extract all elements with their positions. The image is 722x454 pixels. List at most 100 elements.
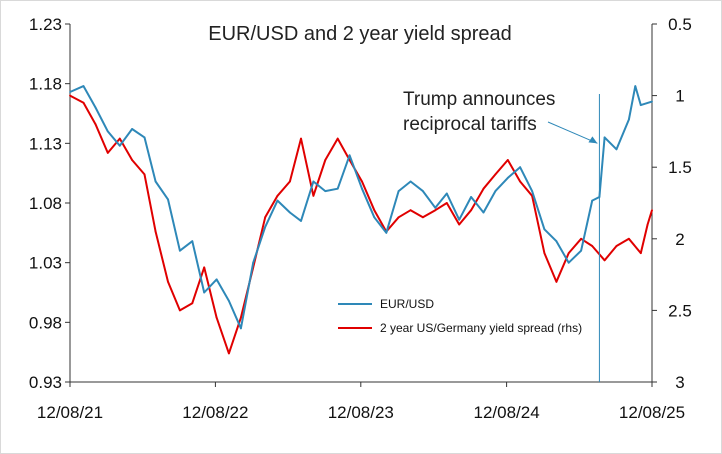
data-point bbox=[603, 259, 606, 262]
x-tick-label: 12/08/25 bbox=[619, 403, 685, 422]
data-point bbox=[445, 192, 448, 195]
series-points-1 bbox=[69, 94, 653, 355]
y-right-tick-label: 1 bbox=[675, 87, 684, 106]
data-point bbox=[555, 240, 558, 243]
data-point bbox=[118, 144, 121, 147]
data-point bbox=[470, 196, 472, 198]
data-point bbox=[312, 194, 315, 197]
data-point bbox=[118, 137, 121, 140]
y-left-tick-label: 0.98 bbox=[29, 313, 62, 332]
data-point bbox=[628, 118, 630, 121]
annotation-text: reciprocal tariffs bbox=[403, 114, 537, 135]
data-point bbox=[252, 261, 255, 264]
data-point bbox=[94, 123, 97, 126]
data-point bbox=[69, 91, 71, 93]
data-point bbox=[555, 280, 558, 283]
data-point bbox=[397, 190, 400, 193]
data-point bbox=[106, 130, 109, 133]
data-point bbox=[276, 199, 279, 202]
y-right-tick-label: 2.5 bbox=[668, 301, 692, 320]
data-point bbox=[228, 300, 230, 302]
data-point bbox=[434, 206, 437, 209]
annotation-arrowhead bbox=[588, 136, 598, 144]
data-point bbox=[324, 190, 327, 193]
data-point bbox=[167, 280, 169, 283]
data-point bbox=[580, 249, 582, 252]
data-point bbox=[203, 291, 206, 294]
legend-label-0: EUR/USD bbox=[380, 297, 434, 311]
data-point bbox=[494, 173, 497, 176]
data-point bbox=[289, 211, 291, 214]
x-tick-label: 12/08/22 bbox=[182, 403, 248, 422]
series-points-0 bbox=[69, 85, 653, 330]
data-point bbox=[240, 327, 242, 330]
data-point bbox=[361, 187, 363, 190]
data-point bbox=[154, 180, 157, 183]
y-left-tick-label: 1.08 bbox=[29, 194, 62, 213]
data-point bbox=[179, 249, 181, 252]
data-point bbox=[143, 136, 146, 139]
data-point bbox=[94, 106, 97, 109]
data-point bbox=[409, 209, 412, 212]
data-point bbox=[567, 252, 570, 255]
data-point bbox=[179, 309, 181, 312]
data-point bbox=[264, 226, 267, 228]
y-right-tick-label: 1.5 bbox=[668, 158, 692, 177]
data-point bbox=[215, 316, 218, 319]
data-point bbox=[409, 180, 412, 183]
data-point bbox=[276, 194, 279, 197]
y-right-tick-label: 0.5 bbox=[668, 15, 692, 34]
data-point bbox=[300, 137, 302, 140]
data-point bbox=[615, 245, 618, 247]
x-tick-label: 12/08/23 bbox=[328, 403, 394, 422]
data-point bbox=[289, 180, 291, 183]
data-point bbox=[639, 104, 642, 106]
data-point bbox=[567, 261, 570, 264]
data-point bbox=[482, 187, 485, 190]
x-tick-label: 12/08/21 bbox=[37, 403, 103, 422]
data-point bbox=[397, 216, 400, 219]
y-left-tick-label: 1.13 bbox=[29, 134, 62, 153]
chart-title: EUR/USD and 2 year yield spread bbox=[208, 23, 511, 45]
data-point bbox=[154, 230, 157, 233]
data-point bbox=[336, 187, 339, 190]
data-point bbox=[634, 85, 637, 87]
data-point bbox=[615, 148, 618, 151]
data-point bbox=[131, 159, 134, 161]
data-point bbox=[543, 252, 546, 255]
data-point bbox=[603, 136, 606, 139]
annotation-text: Trump announces bbox=[403, 89, 555, 110]
data-point bbox=[228, 352, 230, 355]
y-left-tick-label: 1.23 bbox=[29, 15, 62, 34]
data-point bbox=[264, 216, 267, 219]
data-point bbox=[506, 177, 509, 179]
data-point bbox=[167, 198, 169, 201]
data-point bbox=[69, 94, 71, 97]
data-point bbox=[651, 209, 653, 212]
data-point bbox=[82, 101, 85, 104]
annotation-arrow bbox=[547, 121, 598, 144]
y-left-tick-label: 1.03 bbox=[29, 254, 62, 273]
annotation: Trump announces reciprocal tariffs bbox=[403, 89, 600, 382]
data-point bbox=[422, 190, 424, 193]
legend: EUR/USD 2 year US/Germany yield spread (r… bbox=[338, 297, 582, 335]
data-point bbox=[458, 218, 461, 221]
data-point bbox=[324, 159, 327, 161]
data-point bbox=[591, 245, 594, 247]
legend-label-1: 2 year US/Germany yield spread (rhs) bbox=[380, 321, 582, 335]
data-point bbox=[628, 237, 630, 240]
data-point bbox=[445, 202, 448, 204]
data-point bbox=[373, 216, 376, 219]
y-right-tick-label: 3 bbox=[675, 373, 684, 392]
data-point bbox=[422, 216, 424, 219]
x-tick-label: 12/08/24 bbox=[474, 403, 540, 422]
data-point bbox=[348, 154, 351, 157]
data-point bbox=[482, 211, 485, 214]
data-point bbox=[143, 173, 146, 176]
y-left-tick-label: 1.18 bbox=[29, 75, 62, 94]
series-layer bbox=[69, 85, 653, 355]
data-point bbox=[348, 159, 351, 161]
y-left-tick-label: 0.93 bbox=[29, 373, 62, 392]
